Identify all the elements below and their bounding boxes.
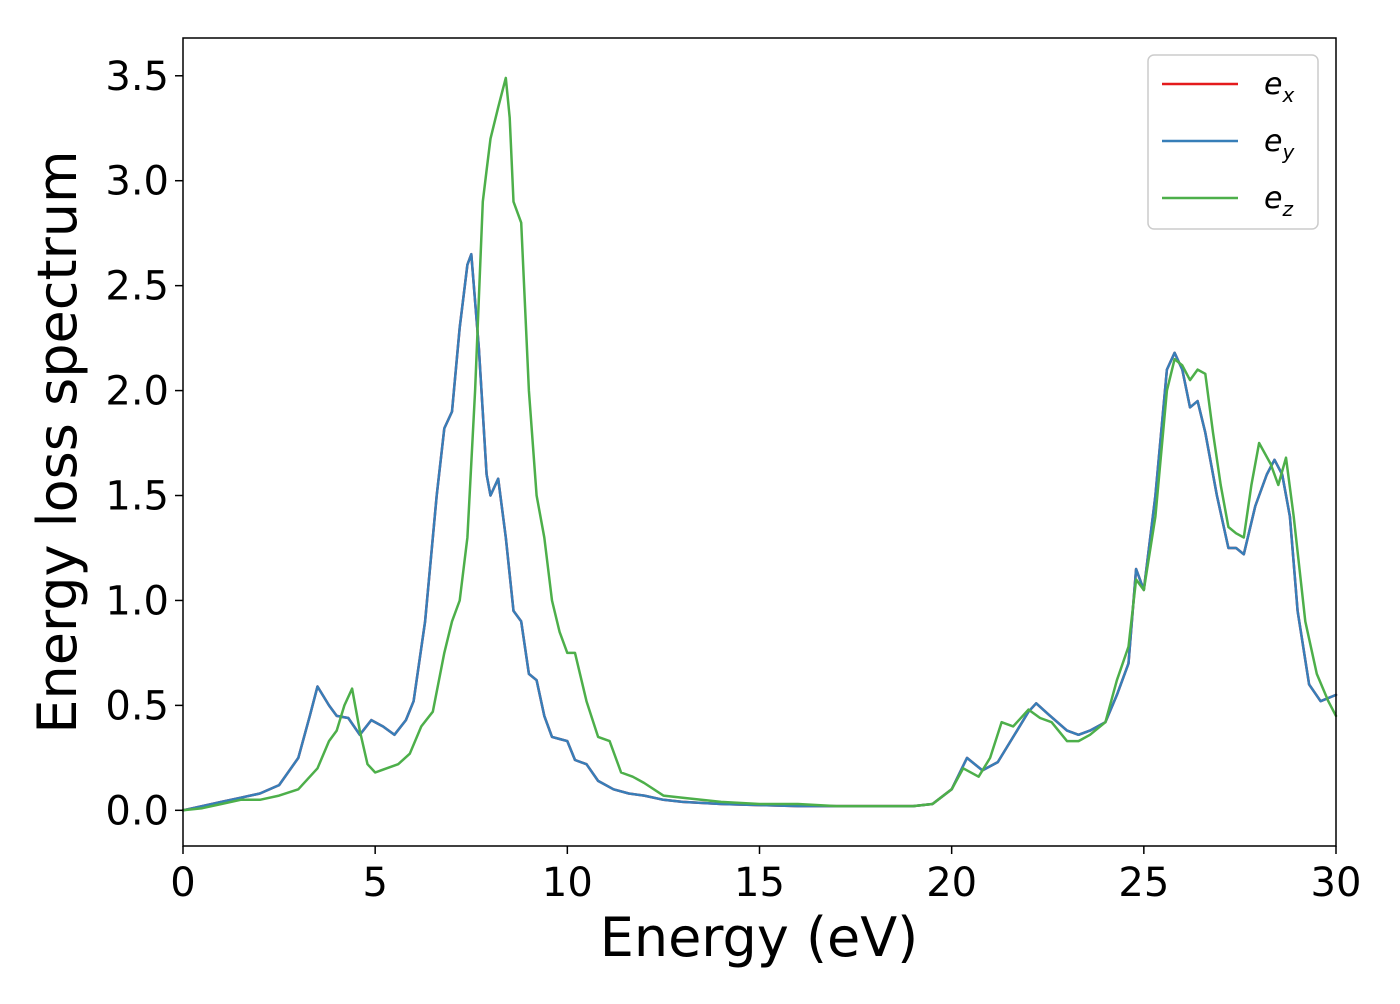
x-tick-label: 30: [1311, 860, 1362, 906]
y-axis-ticks: 0.0 0.5 1.0 1.5 2.0 2.5 3.0 3.5: [105, 54, 183, 834]
y-tick-label: 3.5: [105, 54, 169, 100]
x-axis-label: Energy (eV): [600, 906, 919, 969]
y-tick-label: 1.0: [105, 578, 169, 624]
series-line-e-z: [181, 76, 1338, 812]
x-tick-label: 25: [1118, 860, 1169, 906]
x-tick-label: 5: [362, 860, 387, 906]
y-tick-label: 2.5: [105, 264, 169, 310]
y-tick-label: 3.0: [105, 159, 169, 205]
x-tick-label: 15: [734, 860, 785, 906]
y-axis-label: Energy loss spectrum: [26, 150, 89, 733]
series-line-e-y: [181, 252, 1338, 812]
x-tick-label: 0: [170, 860, 195, 906]
x-tick-label: 10: [542, 860, 593, 906]
x-axis-ticks: 0 5 10 15 20 25 30: [170, 846, 1361, 906]
y-tick-label: 1.5: [105, 474, 169, 520]
y-tick-label: 0.5: [105, 683, 169, 729]
plot-lines: [181, 76, 1338, 812]
y-tick-label: 0.0: [105, 788, 169, 834]
series-line-e-x: [181, 252, 1338, 812]
x-tick-label: 20: [926, 860, 977, 906]
y-tick-label: 2.0: [105, 369, 169, 415]
